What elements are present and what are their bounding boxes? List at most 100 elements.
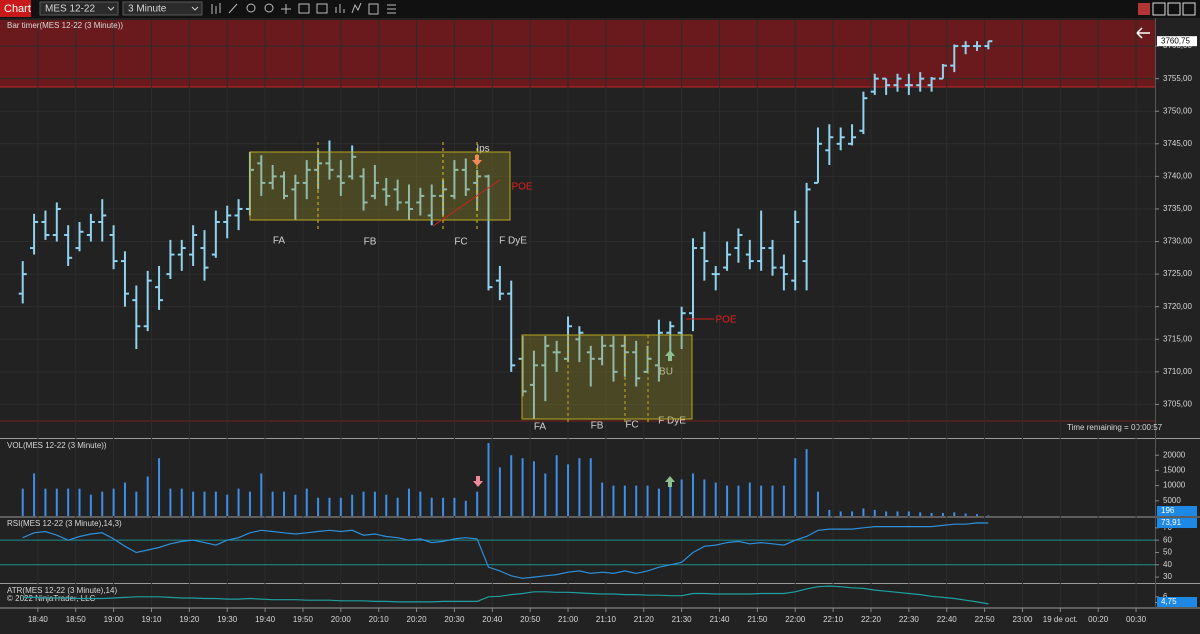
x-tick-label: 00:20	[1088, 615, 1109, 624]
annotation: F DyE	[499, 236, 527, 247]
x-tick-label: 20:10	[369, 615, 390, 624]
window-icon[interactable]	[1138, 3, 1150, 15]
last-value-label: 4,75	[1161, 597, 1177, 606]
x-tick-label: 22:10	[823, 615, 844, 624]
volume-bar	[510, 455, 513, 516]
bars-icon[interactable]	[211, 3, 221, 14]
x-tick-label: 22:20	[861, 615, 882, 624]
volume-bar	[782, 485, 785, 516]
volume-bar	[714, 482, 717, 516]
volume-bar	[135, 491, 138, 516]
volume-bar	[748, 482, 751, 516]
maximize-button[interactable]	[1167, 2, 1181, 16]
x-tick-label: 21:50	[747, 615, 768, 624]
snapshot-icon[interactable]	[368, 3, 379, 15]
y-tick-label: 3755,00	[1163, 74, 1192, 83]
y-tick-label: 3720,00	[1163, 302, 1192, 311]
menu-icon[interactable]	[387, 4, 396, 14]
toolbar-icons	[211, 2, 396, 15]
volume-bar	[896, 511, 899, 516]
annotation: FA	[273, 236, 286, 247]
back-arrow[interactable]	[1136, 27, 1150, 39]
x-tick-label: 22:30	[899, 615, 920, 624]
instrument-label: MES 12-22	[45, 4, 95, 15]
volume-bar	[339, 497, 342, 516]
poe-line	[432, 179, 501, 227]
template-icon[interactable]	[316, 3, 328, 14]
volume-bar	[89, 494, 92, 516]
panel-separators	[0, 438, 1200, 609]
range-box[interactable]	[249, 151, 511, 221]
volume-bar	[226, 494, 229, 516]
volume-bar	[396, 497, 399, 516]
volume-bar	[351, 494, 354, 516]
properties-icon[interactable]	[298, 3, 310, 14]
indicator-line	[22, 585, 989, 605]
copyright: © 2022 NinjaTrader, LLC	[7, 594, 96, 603]
volume-bar	[703, 479, 706, 516]
volume-bar	[260, 473, 263, 516]
range-box[interactable]	[521, 334, 693, 420]
x-tick-label: 18:50	[66, 615, 87, 624]
volume-bar	[885, 511, 888, 516]
volume-bar	[214, 491, 217, 516]
volume-bar	[78, 488, 81, 516]
volume-bar	[203, 491, 206, 516]
volume-bar	[794, 458, 797, 516]
volume-bar	[771, 485, 774, 516]
y-tick-label: 3735,00	[1163, 204, 1192, 213]
volume-bar	[760, 485, 763, 516]
volume-bar	[487, 443, 490, 516]
y-tick-label: 15000	[1163, 466, 1186, 475]
x-tick-label: 18:40	[28, 615, 49, 624]
annotation: Ips	[476, 144, 489, 155]
minimize-button[interactable]	[1152, 2, 1166, 16]
volume-bar	[987, 515, 990, 516]
indicators-icon[interactable]	[335, 4, 345, 13]
strategies-icon[interactable]	[351, 2, 362, 14]
crosshair-icon[interactable]	[281, 4, 291, 14]
zoom-out-icon[interactable]	[264, 3, 274, 13]
chart-tab[interactable]	[0, 0, 31, 17]
last-value-label: 196	[1161, 506, 1175, 515]
volume-bar	[657, 488, 660, 516]
volume-bar	[737, 485, 740, 516]
volume-bar	[635, 485, 638, 516]
volume-bar	[646, 485, 649, 516]
volume-bar	[919, 512, 922, 516]
volume-bar	[464, 500, 467, 516]
volume-bar	[305, 488, 308, 516]
annotation: FA	[534, 422, 547, 433]
x-tick-label: 19 de oct.	[1043, 615, 1078, 624]
volume-bar	[930, 512, 933, 516]
volume-bar	[941, 512, 944, 516]
volume-bar	[180, 488, 183, 516]
y-tick-label: 60	[1163, 535, 1172, 544]
volume-bar	[419, 491, 422, 516]
interval-select[interactable]	[122, 1, 203, 16]
volume-bar	[44, 488, 47, 516]
x-tick-label: 20:30	[444, 615, 465, 624]
toolbar: Chart MES 12-22 3 Minute	[0, 0, 1200, 18]
x-tick-label: 20:50	[520, 615, 541, 624]
x-tick-label: 21:20	[634, 615, 655, 624]
close-button[interactable]	[1182, 2, 1196, 16]
draw-icon[interactable]	[228, 3, 238, 14]
dashed-markers	[317, 142, 649, 425]
annotation: FB	[364, 237, 377, 248]
annotation: FC	[625, 420, 638, 431]
y-tick-label: 20000	[1163, 450, 1186, 459]
instrument-select[interactable]	[39, 1, 119, 16]
volume-bar	[123, 482, 126, 516]
zoom-in-icon[interactable]	[246, 3, 256, 13]
volume-bar	[158, 458, 161, 516]
x-tick-label: 23:00	[1012, 615, 1033, 624]
volume-bar	[873, 509, 876, 516]
drawing-objects	[249, 27, 1150, 487]
volume-bar	[112, 488, 115, 516]
volume-bar	[55, 488, 58, 516]
panel-title: Bar timer(MES 12-22 (3 Minute))	[7, 21, 123, 30]
x-tick-label: 21:10	[596, 615, 617, 624]
